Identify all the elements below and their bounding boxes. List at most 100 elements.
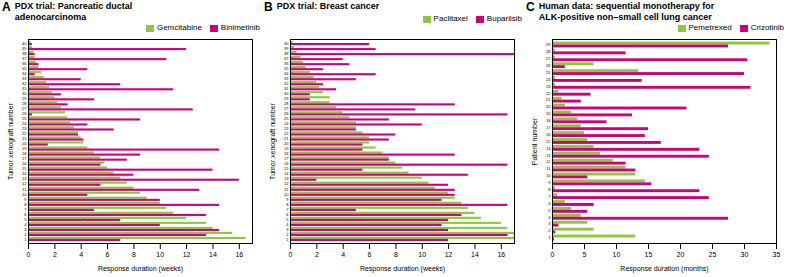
- svg-text:14: 14: [209, 251, 217, 258]
- svg-text:Response duration (months): Response duration (months): [620, 265, 708, 273]
- html-text:C Human data: sequential monot: C Human data: sequential monotherapy for…: [526, 0, 715, 22]
- html-text:Gemcitabine: Gemcitabine: [156, 23, 202, 32]
- svg-text:14: 14: [546, 146, 551, 151]
- svg-text:10: 10: [156, 251, 164, 258]
- svg-text:5: 5: [583, 251, 587, 258]
- svg-text:Response duration (weeks): Response duration (weeks): [360, 265, 445, 273]
- svg-text:Response duration (weeks): Response duration (weeks): [98, 265, 183, 273]
- svg-text:14: 14: [22, 171, 27, 177]
- svg-text:20: 20: [677, 251, 685, 258]
- svg-text:30: 30: [22, 91, 27, 96]
- svg-text:8: 8: [132, 251, 136, 258]
- svg-text:23: 23: [22, 126, 27, 132]
- svg-text:22: 22: [22, 131, 27, 137]
- svg-text:23: 23: [546, 84, 551, 89]
- svg-text:26: 26: [22, 111, 27, 117]
- svg-text:27: 27: [22, 106, 27, 112]
- svg-text:13: 13: [22, 176, 27, 182]
- svg-text:15: 15: [22, 166, 27, 172]
- svg-text:31: 31: [22, 86, 27, 91]
- svg-text:16: 16: [22, 161, 27, 167]
- svg-text:25: 25: [709, 251, 717, 258]
- svg-text:24: 24: [22, 121, 27, 127]
- svg-text:30: 30: [741, 251, 749, 258]
- svg-text:39: 39: [22, 45, 27, 51]
- svg-text:1: 1: [548, 235, 551, 240]
- svg-text:21: 21: [22, 136, 27, 142]
- svg-text:26: 26: [546, 63, 551, 68]
- svg-text:36: 36: [22, 60, 27, 66]
- svg-text:Tumor xenograft number: Tumor xenograft number: [7, 102, 15, 179]
- html-text:Paclitaxel: Paclitaxel: [433, 14, 468, 23]
- svg-text:4: 4: [548, 215, 551, 220]
- svg-text:34: 34: [22, 70, 27, 76]
- svg-text:13: 13: [546, 153, 551, 158]
- svg-text:12: 12: [445, 251, 453, 258]
- svg-text:32: 32: [22, 81, 27, 86]
- svg-text:10: 10: [613, 251, 621, 258]
- svg-text:6: 6: [106, 251, 110, 258]
- svg-text:15: 15: [645, 251, 653, 258]
- svg-text:37: 37: [22, 55, 27, 61]
- svg-text:38: 38: [22, 50, 27, 56]
- svg-text:12: 12: [183, 251, 191, 258]
- svg-text:0: 0: [289, 251, 293, 258]
- svg-text:2: 2: [315, 251, 319, 258]
- svg-text:0: 0: [27, 251, 31, 258]
- svg-text:7: 7: [548, 194, 551, 199]
- svg-text:2: 2: [53, 251, 57, 258]
- svg-text:15: 15: [546, 139, 551, 144]
- svg-text:9: 9: [548, 180, 551, 185]
- svg-text:3: 3: [548, 221, 551, 226]
- svg-text:10: 10: [418, 251, 426, 258]
- svg-text:6: 6: [368, 251, 372, 258]
- html-text:Pemetrexed: Pemetrexed: [688, 23, 732, 32]
- svg-text:25: 25: [546, 70, 551, 75]
- svg-text:4: 4: [341, 251, 345, 258]
- svg-text:28: 28: [22, 101, 27, 107]
- svg-text:35: 35: [22, 65, 27, 71]
- html-text:B PDX trial: Breast cancer: B PDX trial: Breast cancer: [264, 0, 380, 14]
- svg-text:19: 19: [22, 146, 27, 152]
- svg-text:20: 20: [546, 104, 551, 109]
- svg-text:0: 0: [551, 251, 555, 258]
- svg-text:2: 2: [548, 228, 551, 233]
- svg-text:Patient number: Patient number: [531, 117, 538, 165]
- html-text:Crizotinib: Crizotinib: [750, 23, 784, 32]
- svg-text:17: 17: [22, 156, 27, 162]
- svg-text:8: 8: [548, 187, 551, 192]
- html-text:A PDX trial: Pancreatic ductal: A PDX trial: Pancreatic ductal adenocarc…: [2, 0, 133, 22]
- svg-text:33: 33: [22, 76, 27, 81]
- svg-text:17: 17: [546, 125, 551, 130]
- svg-text:6: 6: [548, 201, 551, 206]
- svg-text:12: 12: [546, 159, 551, 164]
- svg-text:14: 14: [471, 251, 479, 258]
- svg-text:35: 35: [773, 251, 781, 258]
- svg-text:10: 10: [546, 173, 551, 178]
- svg-text:1: 1: [24, 237, 27, 242]
- svg-text:29: 29: [22, 96, 27, 102]
- svg-text:40: 40: [22, 40, 27, 46]
- svg-text:28: 28: [546, 49, 551, 54]
- svg-text:29: 29: [546, 42, 551, 47]
- svg-text:1: 1: [286, 237, 289, 242]
- svg-text:21: 21: [546, 97, 551, 102]
- svg-text:Tumor xenograft number: Tumor xenograft number: [269, 102, 277, 179]
- svg-text:11: 11: [546, 166, 551, 171]
- svg-text:4: 4: [79, 251, 83, 258]
- svg-text:27: 27: [546, 56, 551, 61]
- html-text:Buparlisib: Buparlisib: [486, 14, 522, 23]
- svg-text:8: 8: [394, 251, 398, 258]
- svg-text:24: 24: [546, 77, 551, 82]
- html-text:Binimetinib: Binimetinib: [220, 23, 260, 32]
- svg-text:16: 16: [497, 251, 505, 258]
- svg-text:19: 19: [546, 111, 551, 116]
- svg-text:18: 18: [22, 151, 27, 157]
- svg-text:16: 16: [546, 132, 551, 137]
- svg-text:22: 22: [546, 91, 551, 96]
- svg-text:25: 25: [22, 116, 27, 122]
- svg-text:5: 5: [548, 208, 551, 213]
- svg-text:16: 16: [235, 251, 243, 258]
- svg-text:20: 20: [22, 141, 27, 147]
- svg-text:18: 18: [546, 118, 551, 123]
